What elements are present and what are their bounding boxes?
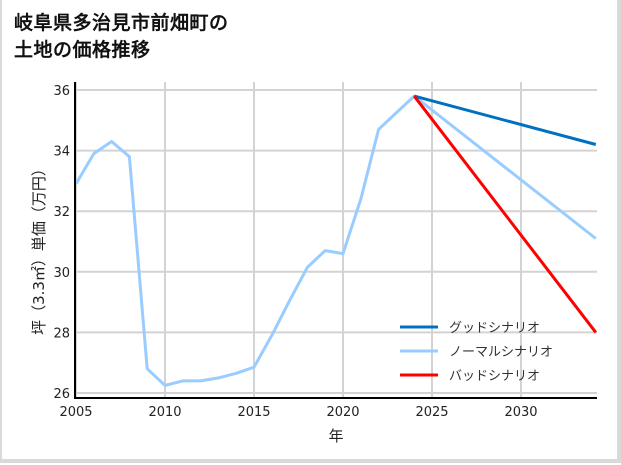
chart-title-line-1: 岐阜県多治見市前畑町の	[14, 12, 229, 34]
series-line-2	[413, 95, 597, 334]
y-tick-label: 32	[53, 205, 70, 220]
y-tick-label: 36	[53, 84, 70, 99]
y-axis-label: 坪（3.3㎡）単価（万円）	[30, 161, 48, 335]
y-tick-label: 34	[53, 145, 70, 160]
series-lines	[74, 94, 597, 387]
x-tick-label: 2010	[148, 405, 181, 420]
y-tick-label: 26	[53, 387, 70, 402]
x-tick-label: 2030	[504, 405, 537, 420]
y-tick-labels: 26 28 30 32 34 36	[53, 84, 70, 402]
x-tick-label: 2015	[237, 405, 270, 420]
series-line-0	[413, 94, 597, 146]
x-axis-label: 年	[328, 427, 343, 445]
x-tick-label: 2005	[59, 405, 92, 420]
axes	[74, 82, 597, 399]
chart-title-line-2: 土地の価格推移	[14, 39, 151, 61]
y-tick-label: 30	[53, 266, 70, 281]
legend-label: グッドシナリオ	[449, 321, 540, 336]
chart-title: 岐阜県多治見市前畑町の 土地の価格推移	[14, 10, 229, 64]
legend-label: バッドシナリオ	[449, 369, 540, 384]
legend-label: ノーマルシナリオ	[449, 345, 553, 360]
x-tick-label: 2025	[415, 405, 448, 420]
series-line-1	[74, 94, 597, 387]
x-tick-labels: 2005 2010 2015 2020 2025 2030	[59, 405, 537, 420]
y-tick-label: 28	[53, 326, 70, 341]
x-tick-label: 2020	[326, 405, 359, 420]
